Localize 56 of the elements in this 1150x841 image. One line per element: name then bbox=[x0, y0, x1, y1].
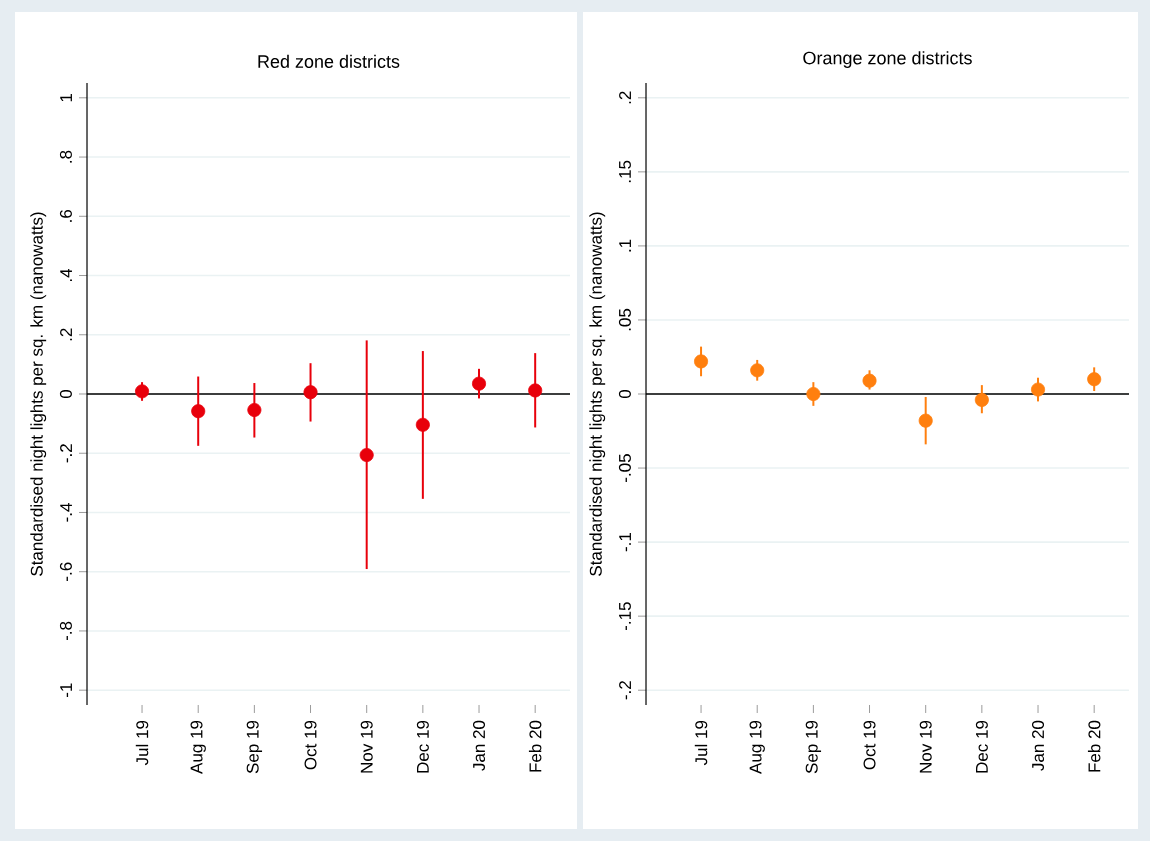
x-tick-label: Feb 20 bbox=[528, 720, 542, 772]
point bbox=[750, 363, 765, 378]
x-tick-label: Jul 19 bbox=[694, 720, 708, 766]
point bbox=[135, 384, 150, 399]
x-tick-label: Oct 19 bbox=[863, 720, 876, 770]
point bbox=[694, 354, 709, 369]
point bbox=[191, 404, 206, 419]
y-tick-label: -.1 bbox=[619, 533, 631, 552]
y-tick-label: 0 bbox=[59, 389, 72, 399]
point bbox=[415, 417, 430, 432]
x-tick-label: Jan 20 bbox=[473, 720, 486, 771]
x-tick-label: Jul 19 bbox=[135, 720, 149, 766]
point bbox=[1031, 382, 1046, 397]
x-tick-label: Dec 19 bbox=[975, 720, 988, 773]
point bbox=[247, 402, 262, 417]
y-tick-label: .2 bbox=[60, 328, 72, 341]
x-tick-label: Oct 19 bbox=[304, 720, 317, 770]
y-tick-label: -.2 bbox=[60, 444, 72, 463]
x-tick-label: Sep 19 bbox=[805, 720, 822, 774]
chart-title: Orange zone districts bbox=[803, 51, 972, 68]
x-tick-label: Sep 19 bbox=[246, 720, 263, 774]
y-tick-label: .2 bbox=[619, 91, 631, 104]
point bbox=[974, 392, 989, 407]
x-tick-label: Feb 20 bbox=[1087, 720, 1101, 772]
y-axis-title: Standardised night lights per sq. km (nanowatts) bbox=[30, 212, 47, 576]
x-tick-label: Nov 19 bbox=[360, 720, 373, 773]
y-tick-label: -.05 bbox=[618, 454, 631, 482]
point bbox=[528, 383, 543, 398]
y-axis-title: Standardised night lights per sq. km (nanowatts) bbox=[589, 212, 606, 576]
point bbox=[806, 387, 821, 402]
y-tick-label: .6 bbox=[59, 209, 72, 222]
y-tick-label: -.15 bbox=[619, 602, 631, 631]
y-tick-label: -.4 bbox=[60, 503, 72, 522]
x-tick-label: Jan 20 bbox=[1032, 720, 1045, 771]
chart-title: Red zone districts bbox=[258, 54, 400, 68]
y-tick-label: -1 bbox=[60, 683, 72, 697]
x-tick-label: Aug 19 bbox=[749, 720, 765, 774]
x-tick-label: Dec 19 bbox=[416, 720, 429, 773]
point bbox=[918, 413, 933, 428]
y-tick-label: -.2 bbox=[619, 681, 631, 700]
y-tick-label: 1 bbox=[60, 93, 72, 102]
y-tick-label: -.6 bbox=[59, 562, 72, 581]
y-tick-label: .1 bbox=[619, 239, 631, 252]
y-tick-label: .05 bbox=[618, 308, 631, 331]
y-tick-label: .15 bbox=[619, 160, 631, 183]
point bbox=[472, 376, 487, 391]
x-tick-label: Aug 19 bbox=[190, 720, 206, 774]
y-tick-label: -.8 bbox=[59, 621, 72, 641]
x-tick-label: Nov 19 bbox=[919, 720, 932, 773]
point bbox=[862, 373, 877, 388]
y-tick-label: 0 bbox=[618, 389, 631, 399]
point bbox=[359, 448, 374, 463]
y-tick-label: .4 bbox=[60, 268, 72, 282]
point bbox=[303, 385, 318, 400]
point bbox=[1087, 372, 1102, 387]
y-tick-label: .8 bbox=[59, 150, 72, 163]
